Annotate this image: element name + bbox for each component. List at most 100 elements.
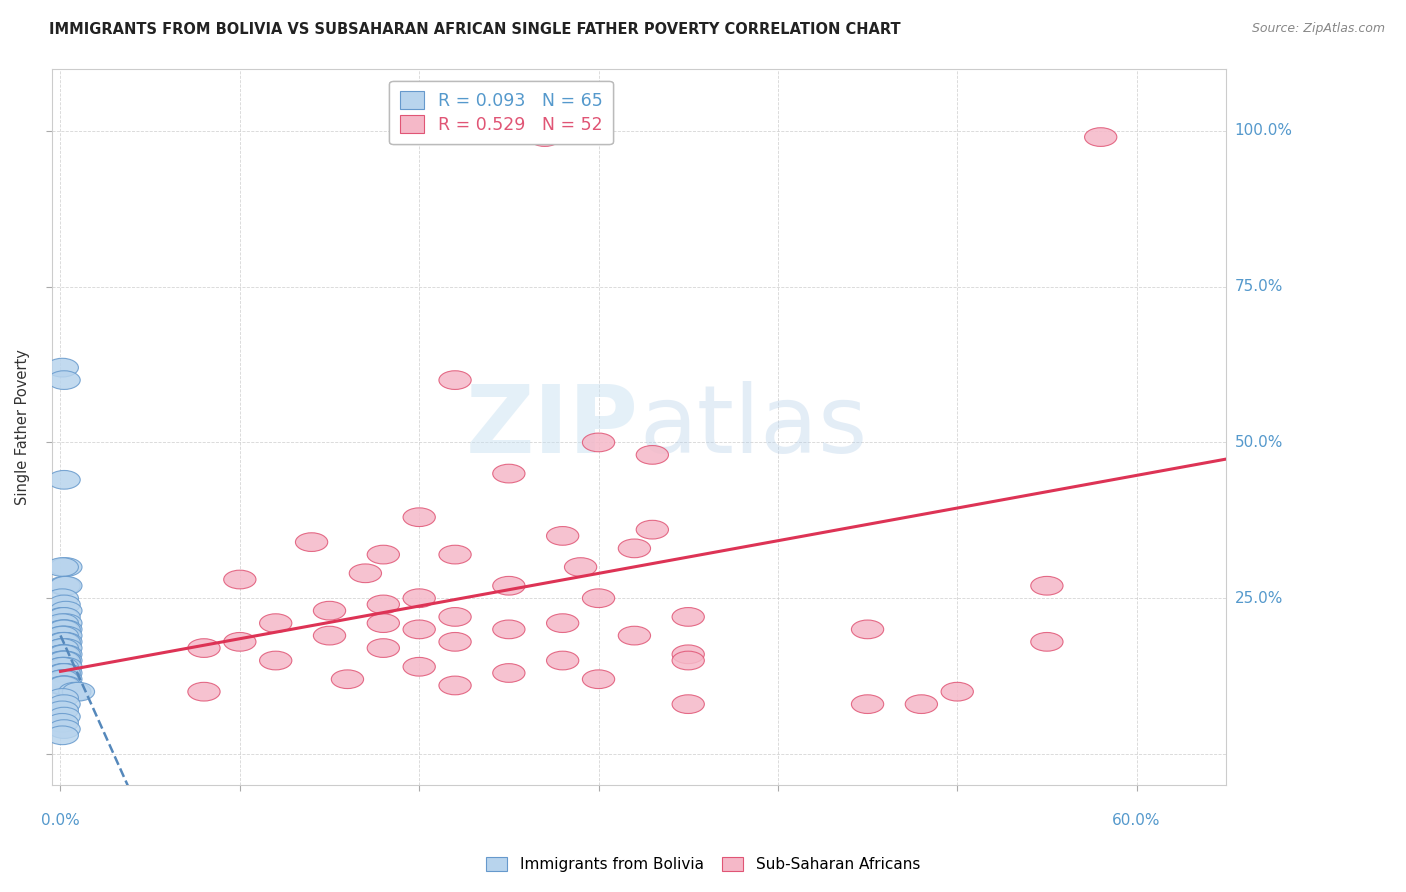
Text: 100.0%: 100.0% bbox=[1234, 123, 1292, 138]
Ellipse shape bbox=[547, 526, 579, 545]
Ellipse shape bbox=[62, 682, 94, 701]
Text: 0.0%: 0.0% bbox=[41, 813, 80, 828]
Ellipse shape bbox=[46, 639, 79, 657]
Ellipse shape bbox=[48, 720, 80, 739]
Ellipse shape bbox=[852, 620, 884, 639]
Ellipse shape bbox=[439, 632, 471, 651]
Ellipse shape bbox=[48, 607, 80, 626]
Ellipse shape bbox=[564, 558, 596, 576]
Ellipse shape bbox=[492, 464, 524, 483]
Ellipse shape bbox=[46, 607, 79, 626]
Ellipse shape bbox=[48, 645, 80, 664]
Ellipse shape bbox=[188, 639, 221, 657]
Ellipse shape bbox=[48, 676, 80, 695]
Ellipse shape bbox=[46, 620, 79, 639]
Y-axis label: Single Father Poverty: Single Father Poverty bbox=[15, 349, 30, 505]
Ellipse shape bbox=[492, 576, 524, 595]
Ellipse shape bbox=[48, 707, 80, 726]
Text: Source: ZipAtlas.com: Source: ZipAtlas.com bbox=[1251, 22, 1385, 36]
Ellipse shape bbox=[48, 632, 80, 651]
Ellipse shape bbox=[48, 695, 80, 714]
Ellipse shape bbox=[48, 670, 80, 689]
Ellipse shape bbox=[367, 614, 399, 632]
Ellipse shape bbox=[46, 645, 79, 664]
Ellipse shape bbox=[46, 359, 79, 377]
Ellipse shape bbox=[1031, 632, 1063, 651]
Ellipse shape bbox=[1354, 128, 1386, 146]
Ellipse shape bbox=[1084, 128, 1116, 146]
Ellipse shape bbox=[46, 639, 79, 657]
Ellipse shape bbox=[367, 595, 399, 614]
Ellipse shape bbox=[46, 664, 79, 682]
Ellipse shape bbox=[1031, 576, 1063, 595]
Ellipse shape bbox=[619, 539, 651, 558]
Ellipse shape bbox=[46, 558, 79, 576]
Ellipse shape bbox=[48, 664, 80, 682]
Ellipse shape bbox=[404, 657, 436, 676]
Legend: R = 0.093   N = 65, R = 0.529   N = 52: R = 0.093 N = 65, R = 0.529 N = 52 bbox=[389, 81, 613, 145]
Ellipse shape bbox=[314, 626, 346, 645]
Ellipse shape bbox=[582, 589, 614, 607]
Ellipse shape bbox=[46, 657, 79, 676]
Ellipse shape bbox=[48, 632, 80, 651]
Ellipse shape bbox=[367, 639, 399, 657]
Ellipse shape bbox=[46, 651, 79, 670]
Ellipse shape bbox=[582, 434, 614, 451]
Ellipse shape bbox=[48, 626, 80, 645]
Ellipse shape bbox=[48, 664, 80, 682]
Ellipse shape bbox=[48, 645, 80, 664]
Ellipse shape bbox=[49, 676, 82, 695]
Ellipse shape bbox=[46, 626, 79, 645]
Ellipse shape bbox=[295, 533, 328, 551]
Ellipse shape bbox=[46, 651, 79, 670]
Ellipse shape bbox=[941, 682, 973, 701]
Ellipse shape bbox=[48, 639, 80, 657]
Ellipse shape bbox=[314, 601, 346, 620]
Ellipse shape bbox=[46, 670, 79, 689]
Ellipse shape bbox=[672, 695, 704, 714]
Text: IMMIGRANTS FROM BOLIVIA VS SUBSAHARAN AFRICAN SINGLE FATHER POVERTY CORRELATION : IMMIGRANTS FROM BOLIVIA VS SUBSAHARAN AF… bbox=[49, 22, 901, 37]
Ellipse shape bbox=[439, 545, 471, 564]
Ellipse shape bbox=[529, 128, 561, 146]
Ellipse shape bbox=[636, 520, 668, 539]
Ellipse shape bbox=[48, 651, 80, 670]
Ellipse shape bbox=[404, 508, 436, 526]
Ellipse shape bbox=[49, 620, 82, 639]
Ellipse shape bbox=[905, 695, 938, 714]
Ellipse shape bbox=[188, 682, 221, 701]
Ellipse shape bbox=[49, 645, 82, 664]
Ellipse shape bbox=[349, 564, 381, 582]
Ellipse shape bbox=[492, 620, 524, 639]
Text: 60.0%: 60.0% bbox=[1112, 813, 1161, 828]
Ellipse shape bbox=[260, 651, 292, 670]
Ellipse shape bbox=[46, 626, 79, 645]
Text: 25.0%: 25.0% bbox=[1234, 591, 1282, 606]
Ellipse shape bbox=[48, 620, 80, 639]
Ellipse shape bbox=[46, 714, 79, 732]
Ellipse shape bbox=[49, 632, 82, 651]
Text: atlas: atlas bbox=[638, 381, 868, 473]
Text: ZIP: ZIP bbox=[465, 381, 638, 473]
Ellipse shape bbox=[49, 614, 82, 632]
Ellipse shape bbox=[48, 470, 80, 489]
Ellipse shape bbox=[367, 545, 399, 564]
Ellipse shape bbox=[547, 651, 579, 670]
Ellipse shape bbox=[46, 670, 79, 689]
Ellipse shape bbox=[332, 670, 364, 689]
Ellipse shape bbox=[547, 614, 579, 632]
Ellipse shape bbox=[49, 670, 82, 689]
Ellipse shape bbox=[492, 664, 524, 682]
Text: 75.0%: 75.0% bbox=[1234, 279, 1282, 294]
Ellipse shape bbox=[46, 689, 79, 707]
Ellipse shape bbox=[49, 558, 82, 576]
Ellipse shape bbox=[48, 576, 80, 595]
Ellipse shape bbox=[439, 607, 471, 626]
Ellipse shape bbox=[46, 632, 79, 651]
Ellipse shape bbox=[404, 620, 436, 639]
Ellipse shape bbox=[46, 589, 79, 607]
Ellipse shape bbox=[852, 695, 884, 714]
Ellipse shape bbox=[49, 601, 82, 620]
Legend: Immigrants from Bolivia, Sub-Saharan Africans: Immigrants from Bolivia, Sub-Saharan Afr… bbox=[478, 849, 928, 880]
Ellipse shape bbox=[224, 570, 256, 589]
Ellipse shape bbox=[46, 676, 79, 695]
